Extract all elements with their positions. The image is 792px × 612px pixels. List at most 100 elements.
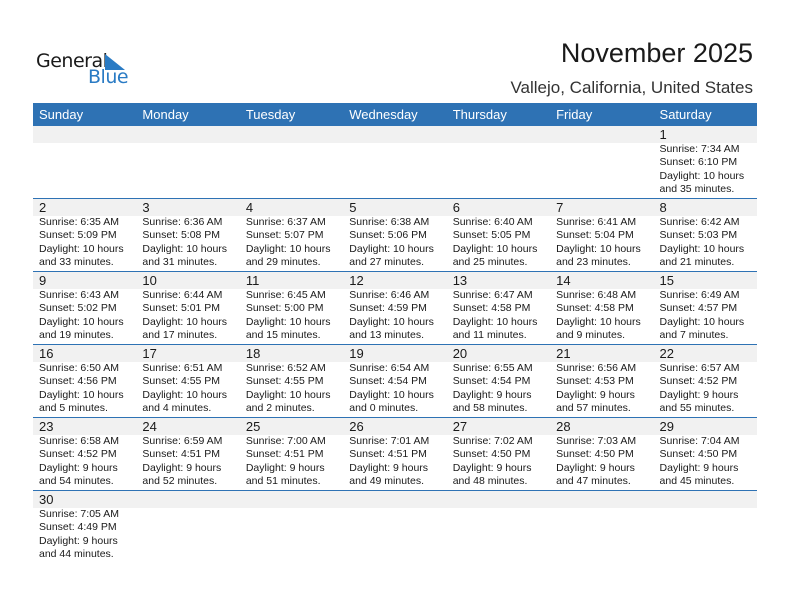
sunset-text: Sunset: 5:03 PM — [659, 229, 738, 242]
sunrise-text: Sunrise: 6:44 AM — [142, 289, 223, 301]
sunrise-text: Sunrise: 7:03 AM — [556, 435, 637, 447]
sunset-text: Sunset: 4:51 PM — [142, 448, 221, 461]
daylight-text: Daylight: 9 hours — [349, 461, 429, 474]
daylight-text-cont: and 44 minutes. — [39, 548, 114, 561]
day-number: 19 — [349, 346, 364, 361]
day-cell: 11 Sunrise: 6:45 AM Sunset: 5:00 PM Dayligh… — [240, 272, 343, 344]
daylight-text-cont: and 5 minutes. — [39, 402, 108, 415]
sunrise-text: Sunrise: 7:01 AM — [349, 435, 430, 447]
weekday-thursday: Thursday — [452, 107, 507, 122]
day-number: 24 — [142, 419, 157, 434]
sunset-text: Sunset: 5:01 PM — [142, 302, 221, 315]
day-cell: 26 Sunrise: 7:01 AM Sunset: 4:51 PM Dayligh… — [343, 418, 446, 490]
logo-word-general: General — [36, 50, 108, 72]
day-cell: 10 Sunrise: 6:44 AM Sunset: 5:01 PM Dayligh… — [136, 272, 239, 344]
empty-cell — [447, 126, 550, 198]
weekday-monday: Monday — [142, 107, 189, 122]
day-cell: 14 Sunrise: 6:48 AM Sunset: 4:58 PM Dayligh… — [550, 272, 653, 344]
daylight-text-cont: and 27 minutes. — [349, 256, 424, 269]
sunrise-text: Sunrise: 7:02 AM — [452, 435, 533, 447]
day-cell: 6 Sunrise: 6:40 AM Sunset: 5:05 PM Daylight… — [447, 199, 550, 271]
daylight-text-cont: and 25 minutes. — [452, 256, 528, 269]
daylight-text-cont: and 9 minutes. — [556, 329, 625, 342]
daylight-text-cont: and 15 minutes. — [245, 329, 321, 342]
daylight-text-cont: and 33 minutes. — [39, 256, 114, 269]
daylight-text: Daylight: 10 hours — [245, 315, 331, 328]
logo-triangle-icon — [105, 54, 125, 70]
daylight-text: Daylight: 10 hours — [142, 315, 228, 328]
sunset-text: Sunset: 4:57 PM — [659, 302, 738, 315]
day-number: 21 — [556, 346, 571, 361]
empty-cell — [447, 491, 550, 564]
week-row: 1 Sunrise: 7:34 AM Sunset: 6:10 PM Daylight… — [33, 126, 757, 199]
daylight-text-cont: and 17 minutes. — [142, 329, 218, 342]
location: Vallejo, California, United States — [510, 78, 753, 97]
sunrise-text: Sunrise: 6:45 AM — [245, 289, 326, 301]
sunrise-text: Sunrise: 6:40 AM — [452, 216, 533, 228]
sunset-text: Sunset: 4:49 PM — [39, 521, 117, 534]
sunset-text: Sunset: 4:50 PM — [452, 448, 531, 461]
sunset-text: Sunset: 5:05 PM — [452, 229, 531, 242]
sunrise-text: Sunrise: 6:52 AM — [245, 362, 326, 374]
day-number: 29 — [659, 419, 674, 434]
sunset-text: Sunset: 4:59 PM — [349, 302, 427, 315]
daylight-text: Daylight: 10 hours — [659, 242, 745, 255]
day-number: 15 — [659, 273, 674, 288]
day-number: 16 — [39, 346, 54, 361]
daylight-text-cont: and 13 minutes. — [349, 329, 424, 342]
daylight-text: Daylight: 9 hours — [245, 461, 325, 474]
daylight-text-cont: and 0 minutes. — [349, 402, 419, 415]
empty-cell — [240, 126, 343, 198]
daylight-text-cont: and 4 minutes. — [142, 402, 212, 415]
sunset-text: Sunset: 4:50 PM — [556, 448, 634, 461]
logo-word-blue: Blue — [88, 66, 129, 88]
sunrise-text: Sunrise: 7:05 AM — [39, 508, 119, 520]
day-number: 23 — [39, 419, 54, 434]
day-cell: 9 Sunrise: 6:43 AM Sunset: 5:02 PM Daylight… — [33, 272, 136, 344]
day-number: 11 — [245, 273, 260, 288]
day-cell: 17 Sunrise: 6:51 AM Sunset: 4:55 PM Dayligh… — [136, 345, 239, 417]
sunrise-text: Sunrise: 6:56 AM — [556, 362, 637, 374]
daylight-text: Daylight: 10 hours — [39, 242, 124, 255]
day-number: 20 — [452, 346, 468, 361]
day-cell: 13 Sunrise: 6:47 AM Sunset: 4:58 PM Dayligh… — [447, 272, 550, 344]
daylight-text-cont: and 19 minutes. — [39, 329, 114, 342]
daylight-text: Daylight: 10 hours — [39, 388, 124, 401]
day-number: 2 — [39, 200, 47, 215]
day-number: 22 — [659, 346, 674, 361]
empty-cell — [550, 491, 653, 564]
day-number: 26 — [349, 419, 364, 434]
daylight-text-cont: and 58 minutes. — [452, 402, 528, 415]
day-cell: 28 Sunrise: 7:03 AM Sunset: 4:50 PM Dayligh… — [550, 418, 653, 490]
sunrise-text: Sunrise: 6:54 AM — [349, 362, 430, 374]
sunrise-text: Sunrise: 6:47 AM — [452, 289, 533, 301]
sunrise-text: Sunrise: 6:46 AM — [349, 289, 430, 301]
daylight-text: Daylight: 10 hours — [349, 388, 434, 401]
day-cell: 16 Sunrise: 6:50 AM Sunset: 4:56 PM Dayligh… — [33, 345, 136, 417]
daylight-text-cont: and 52 minutes. — [142, 475, 218, 488]
daylight-text-cont: and 23 minutes. — [556, 256, 631, 269]
daylight-text: Daylight: 10 hours — [659, 315, 745, 328]
sunset-text: Sunset: 4:54 PM — [349, 375, 427, 388]
day-cell: 8 Sunrise: 6:42 AM Sunset: 5:03 PM Daylight… — [654, 199, 757, 271]
weekday-wednesday: Wednesday — [349, 107, 418, 122]
sunrise-text: Sunrise: 6:51 AM — [142, 362, 223, 374]
daylight-text: Daylight: 9 hours — [142, 461, 222, 474]
day-cell: 29 Sunrise: 7:04 AM Sunset: 4:50 PM Dayligh… — [654, 418, 757, 490]
sunrise-text: Sunrise: 6:48 AM — [556, 289, 637, 301]
day-number: 8 — [659, 200, 667, 215]
daylight-text-cont: and 35 minutes. — [659, 183, 735, 196]
daylight-text-cont: and 7 minutes. — [659, 329, 729, 342]
day-cell: 5 Sunrise: 6:38 AM Sunset: 5:06 PM Daylight… — [343, 199, 446, 271]
day-number: 3 — [142, 200, 150, 215]
sunset-text: Sunset: 5:00 PM — [245, 302, 324, 315]
day-cell: 24 Sunrise: 6:59 AM Sunset: 4:51 PM Dayligh… — [136, 418, 239, 490]
day-number: 9 — [39, 273, 47, 288]
empty-cell — [33, 126, 136, 198]
daylight-text: Daylight: 10 hours — [452, 315, 538, 328]
week-row: 16 Sunrise: 6:50 AM Sunset: 4:56 PM Dayligh… — [33, 345, 757, 418]
daylight-text: Daylight: 9 hours — [659, 461, 739, 474]
daylight-text: Daylight: 9 hours — [39, 461, 118, 474]
day-cell: 3 Sunrise: 6:36 AM Sunset: 5:08 PM Daylight… — [136, 199, 239, 271]
sunset-text: Sunset: 5:04 PM — [556, 229, 634, 242]
